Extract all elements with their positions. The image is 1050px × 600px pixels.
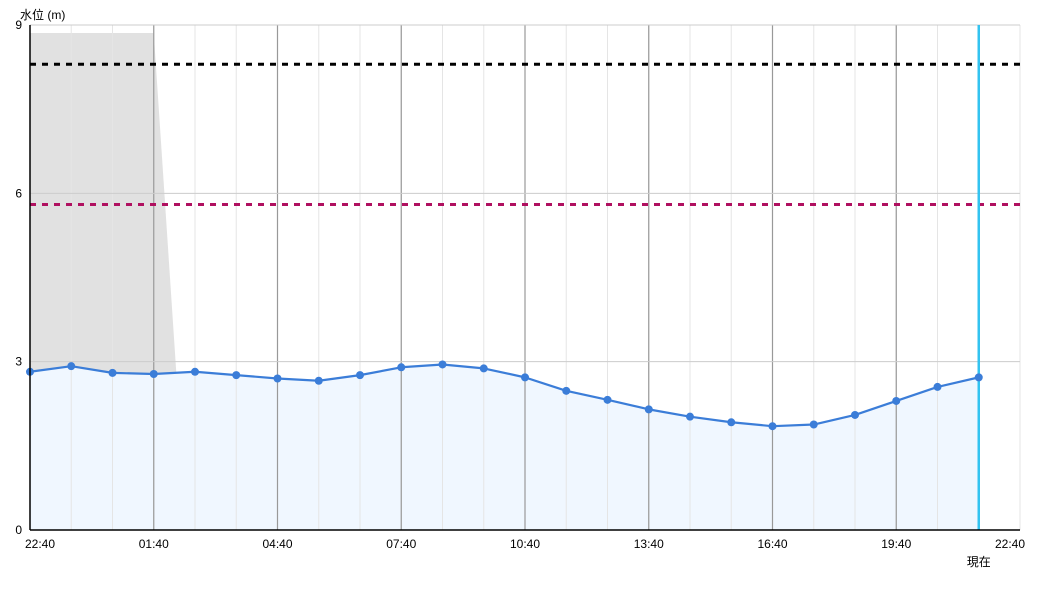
x-tick-label: 16:40 [757, 537, 787, 551]
x-tick-label: 19:40 [881, 537, 911, 551]
x-tick-label: 04:40 [262, 537, 292, 551]
x-tick-label: 13:40 [634, 537, 664, 551]
current-time-label: 現在 [967, 555, 991, 569]
y-tick-label: 3 [15, 355, 22, 369]
x-tick-label: 07:40 [386, 537, 416, 551]
water-level-chart: 水位 (m) 036922:4001:4004:4007:4010:4013:4… [0, 0, 1050, 600]
y-tick-label: 0 [15, 523, 22, 537]
x-tick-label: 22:40 [25, 537, 55, 551]
x-tick-label: 01:40 [139, 537, 169, 551]
x-tick-label: 10:40 [510, 537, 540, 551]
x-tick-label: 22:40 [995, 537, 1025, 551]
y-axis-label: 水位 (m) [20, 6, 65, 23]
chart-canvas: 036922:4001:4004:4007:4010:4013:4016:401… [0, 0, 1050, 600]
y-tick-label: 6 [15, 186, 22, 200]
